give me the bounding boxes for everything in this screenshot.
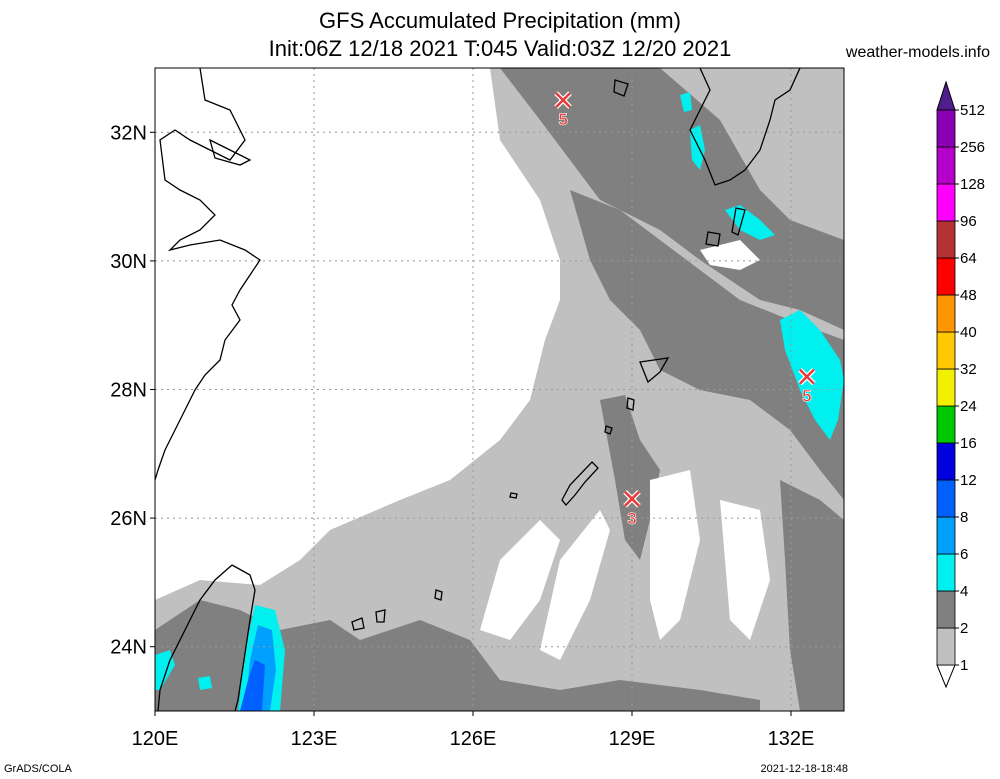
colorbar-label: 96 <box>960 213 977 230</box>
colorbar-label: 128 <box>960 176 985 193</box>
lat-tick-label: 32N <box>110 122 147 144</box>
precip-band-north <box>500 68 844 330</box>
marker-value: 5 <box>558 110 567 129</box>
colorbar-segment <box>936 516 956 555</box>
lat-tick-label: 30N <box>110 251 147 273</box>
colorbar-segment <box>936 294 956 333</box>
map-subtitle: Init:06Z 12/18 2021 T:045 Valid:03Z 12/2… <box>268 36 732 61</box>
coast-yakushima <box>705 231 721 247</box>
colorbar-top-arrow <box>936 80 956 111</box>
marker-value: 3 <box>627 509 636 528</box>
coast-kyushu <box>689 68 801 186</box>
colorbar-label: 32 <box>960 361 977 378</box>
coast-taiwan <box>157 564 256 711</box>
colorbar-label: 8 <box>960 509 968 526</box>
colorbar-label: 24 <box>960 398 977 415</box>
precip-deepblue-taiwan <box>240 660 265 711</box>
colorbar-segment <box>936 257 956 296</box>
lon-tick-label: 120E <box>132 728 179 750</box>
colorbar-label: 40 <box>960 324 977 341</box>
precip-gap-1 <box>480 520 560 640</box>
colorbar-segment <box>936 479 956 518</box>
lat-tick-label: 26N <box>110 508 147 530</box>
precip-band-east <box>780 480 844 711</box>
coastlines <box>155 68 801 711</box>
coast-small-5 <box>434 589 443 601</box>
colorbar-segment <box>936 627 956 666</box>
colorbar-label: 12 <box>960 472 977 489</box>
colorbar-segment <box>936 405 956 444</box>
lon-tick-labels: 120E 123E 126E 129E 132E <box>132 711 815 750</box>
colorbar-segment <box>936 146 956 185</box>
coast-ryukyu-okinawa <box>561 461 599 507</box>
colorbar-segment <box>936 442 956 481</box>
lat-tick-labels: 24N 26N 28N 30N 32N <box>110 122 155 659</box>
colorbar-bottom-arrow <box>936 664 956 689</box>
coast-small-4 <box>375 609 386 623</box>
coast-china <box>155 68 261 481</box>
site-credit: weather-models.info <box>845 44 990 61</box>
lon-tick-label: 129E <box>609 728 656 750</box>
colorbar-label: 4 <box>960 583 968 600</box>
colorbar-label: 48 <box>960 287 977 304</box>
software-credit: GrADS/COLA <box>4 763 72 775</box>
precip-cyan-north3 <box>680 92 692 112</box>
coast-amami <box>639 357 670 384</box>
precip-cyan-north <box>725 205 775 240</box>
timestamp: 2021-12-18-18:48 <box>760 763 848 775</box>
lon-tick-label: 123E <box>291 728 338 750</box>
extreme-markers: 5 5 3 <box>554 91 816 528</box>
colorbar-segment <box>936 368 956 407</box>
colorbar-label: 256 <box>960 139 985 156</box>
colorbar-label: 512 <box>960 102 985 119</box>
colorbar-segment <box>936 220 956 259</box>
colorbar-label: 2 <box>960 620 968 637</box>
colorbar-segment <box>936 553 956 592</box>
coast-china-inlet <box>208 138 252 166</box>
precip-gap-2 <box>540 510 610 660</box>
colorbar-segment <box>936 331 956 370</box>
marker-x <box>624 490 640 507</box>
colorbar-segment <box>936 590 956 629</box>
marker-x <box>555 92 571 109</box>
precip-gap-4 <box>720 500 770 640</box>
colorbar-label: 64 <box>960 250 977 267</box>
lon-tick-label: 132E <box>768 728 815 750</box>
coast-small-6 <box>509 492 518 499</box>
lat-tick-label: 24N <box>110 637 147 659</box>
precip-cyan-west2 <box>198 676 212 690</box>
colorbar-label: 1 <box>960 657 968 674</box>
max-marker: 5 <box>554 91 572 129</box>
lat-tick-label: 28N <box>110 380 147 402</box>
coast-small-3 <box>351 617 365 631</box>
precip-field <box>155 68 844 711</box>
max-marker: 3 <box>623 490 641 528</box>
coast-tanegashima <box>731 207 746 236</box>
colorbar-label: 6 <box>960 546 968 563</box>
precip-band-main <box>570 190 844 500</box>
coast-goto <box>613 79 629 97</box>
coast-small-2 <box>604 425 613 435</box>
colorbar-label: 16 <box>960 435 977 452</box>
colorbar-segment <box>936 183 956 222</box>
precip-band-okinawa <box>600 395 660 560</box>
colorbar-segment <box>936 109 956 148</box>
gridlines <box>155 68 844 711</box>
precip-gap-3 <box>650 470 700 640</box>
map-title: GFS Accumulated Precipitation (mm) <box>319 8 681 33</box>
coast-small-1 <box>626 397 635 411</box>
precip-band-southwest <box>155 600 760 711</box>
max-marker: 5 <box>798 367 816 406</box>
precip-gap-5 <box>700 240 760 270</box>
lon-tick-label: 126E <box>450 728 497 750</box>
marker-x <box>799 368 815 385</box>
marker-value: 5 <box>802 387 811 406</box>
